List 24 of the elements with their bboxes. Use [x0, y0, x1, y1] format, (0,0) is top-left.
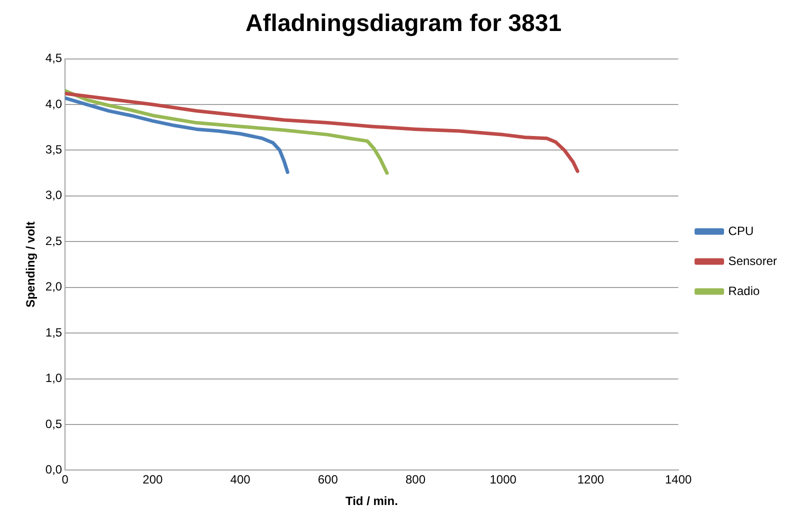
legend-label: CPU — [728, 224, 754, 238]
y-tick-label: 2,0 — [45, 280, 62, 294]
x-tick-label: 600 — [318, 472, 338, 487]
chart-title: Afladningsdiagram for 3831 — [245, 10, 562, 38]
x-tick-label: 1400 — [664, 472, 692, 487]
x-tick-label: 1000 — [490, 472, 517, 487]
x-axis-title: Tid / min. — [345, 494, 398, 508]
y-tick-label: 0,5 — [45, 416, 62, 431]
x-tick-label: 400 — [230, 472, 251, 487]
y-tick-label: 4,5 — [45, 51, 62, 66]
y-tick-label: 2,5 — [45, 234, 62, 248]
y-tick-label: 1,0 — [45, 371, 62, 386]
x-tick-label: 800 — [405, 472, 426, 487]
y-tick-label: 4,0 — [45, 96, 62, 111]
x-tick-label: 1200 — [577, 472, 604, 487]
y-tick-label: 1,5 — [45, 325, 62, 340]
y-tick-label: 3,5 — [45, 142, 62, 157]
legend-label: Sensorer — [728, 254, 778, 268]
y-axis-title: Spending / volt — [24, 222, 38, 308]
x-tick-label: 0 — [62, 472, 69, 487]
y-tick-label: 3,0 — [45, 188, 62, 202]
y-tick-label: 0,0 — [45, 462, 62, 477]
legend-label: Radio — [728, 284, 760, 298]
x-tick-label: 200 — [142, 472, 164, 487]
